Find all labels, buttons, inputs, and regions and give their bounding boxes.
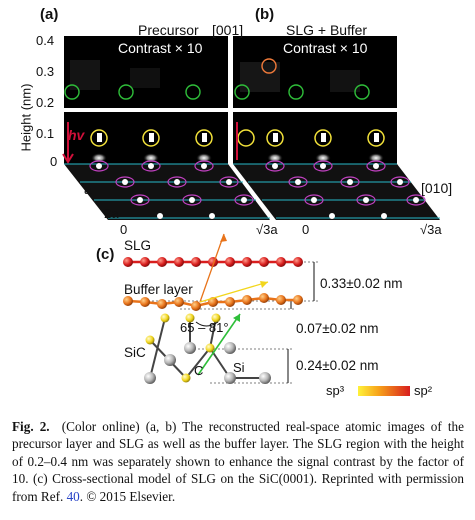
- figure-graphics: [62, 36, 440, 396]
- caption-lead: Fig. 2.: [12, 419, 50, 434]
- panel-b-title: SLG + Buffer: [286, 22, 368, 38]
- lattice-label-sqrt3a-a: √3a: [256, 222, 278, 237]
- green-ring: [64, 84, 80, 100]
- c-atom-label: C: [194, 363, 204, 378]
- caption-ref-link[interactable]: 40: [66, 488, 80, 504]
- lattice-label-sqrt3a-b: √3a: [420, 222, 442, 237]
- colorbar-right-label: sp²: [414, 383, 433, 398]
- height-tick-0-3: 0.3: [36, 64, 55, 79]
- panel-b-lower-image: [233, 112, 397, 164]
- green-ring: [118, 84, 134, 100]
- caption-text-end: . © 2015 Elsevier.: [79, 488, 176, 504]
- cross-section-model: [123, 233, 410, 396]
- hv-label-a: hv: [68, 127, 85, 143]
- colorbar: [358, 386, 410, 396]
- lattice-plane-a: [64, 160, 270, 220]
- panel-a-title: Precursor: [138, 22, 199, 38]
- direction-010-label: [010]: [421, 180, 453, 196]
- colorbar-left-label: sp³: [326, 383, 345, 398]
- height-tick-0: 0: [50, 154, 58, 169]
- buffer-sic-distance: 0.07±0.02 nm: [296, 321, 379, 336]
- height-tick-0-1: 0.1: [36, 126, 55, 141]
- slg-label: SLG: [124, 238, 152, 253]
- lattice-label-2a: 2a: [104, 206, 119, 221]
- height-tick-0-4: 0.4: [36, 33, 55, 48]
- lattice-label-0-a: 0: [120, 222, 128, 237]
- figure-caption: Fig. 2. (Color online) (a, b) The recons…: [12, 418, 464, 505]
- panel-a-lower-image: [62, 112, 228, 164]
- panel-b-contrast-label: Contrast × 10: [283, 40, 368, 56]
- buffer-layer-label: Buffer layer: [124, 282, 193, 297]
- sic-distance: 0.24±0.02 nm: [296, 358, 379, 373]
- direction-001-label: [001]: [212, 22, 244, 38]
- green-ring: [185, 84, 201, 100]
- panel-b-upper-image: [233, 36, 397, 108]
- slg-buffer-distance: 0.33±0.02 nm: [320, 276, 403, 291]
- lattice-label-0-b: 0: [302, 222, 310, 237]
- lattice-plane-b: [233, 160, 440, 220]
- panel-a-contrast-label: Contrast × 10: [118, 40, 203, 56]
- height-tick-0-2: 0.2: [36, 95, 55, 110]
- panel-label-c: (c): [96, 246, 115, 263]
- si-atom-label: Si: [233, 360, 245, 375]
- panel-label-b: (b): [255, 6, 275, 23]
- caption-text: (Color online) (a, b) The reconstructed …: [12, 419, 464, 504]
- panel-label-a: (a): [40, 6, 59, 23]
- lattice-label-a: a: [84, 182, 92, 197]
- sic-label: SiC: [124, 345, 146, 360]
- panel-a-upper-image: [64, 36, 228, 108]
- angle-label: 65 – 81°: [180, 320, 229, 335]
